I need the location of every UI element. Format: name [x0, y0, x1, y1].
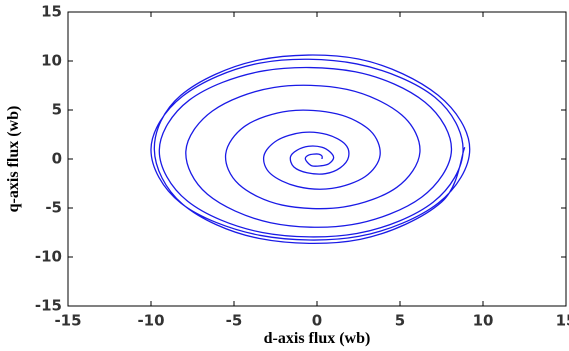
x-tick-label: -15	[54, 312, 81, 330]
x-tick-label: 0	[312, 312, 322, 330]
y-axis-label: q-axis flux (wb)	[5, 106, 22, 213]
y-tick-label: 0	[52, 150, 62, 168]
x-axis-label: d-axis flux (wb)	[264, 330, 371, 347]
trajectory-line	[150, 54, 471, 245]
y-tick-label: 5	[52, 101, 62, 119]
x-tick-label: -5	[226, 312, 243, 330]
x-tick-label: 5	[395, 312, 405, 330]
y-tick-label: -5	[45, 199, 62, 217]
y-tick-label: 10	[41, 52, 62, 70]
y-tick-label: -15	[35, 297, 62, 315]
y-tick-label: -10	[35, 248, 62, 266]
x-tick-label: 15	[556, 312, 569, 330]
x-tick-label: 10	[473, 312, 494, 330]
y-tick-label: 15	[41, 3, 62, 21]
x-tick-label: -10	[137, 312, 164, 330]
plot-frame	[67, 11, 567, 307]
